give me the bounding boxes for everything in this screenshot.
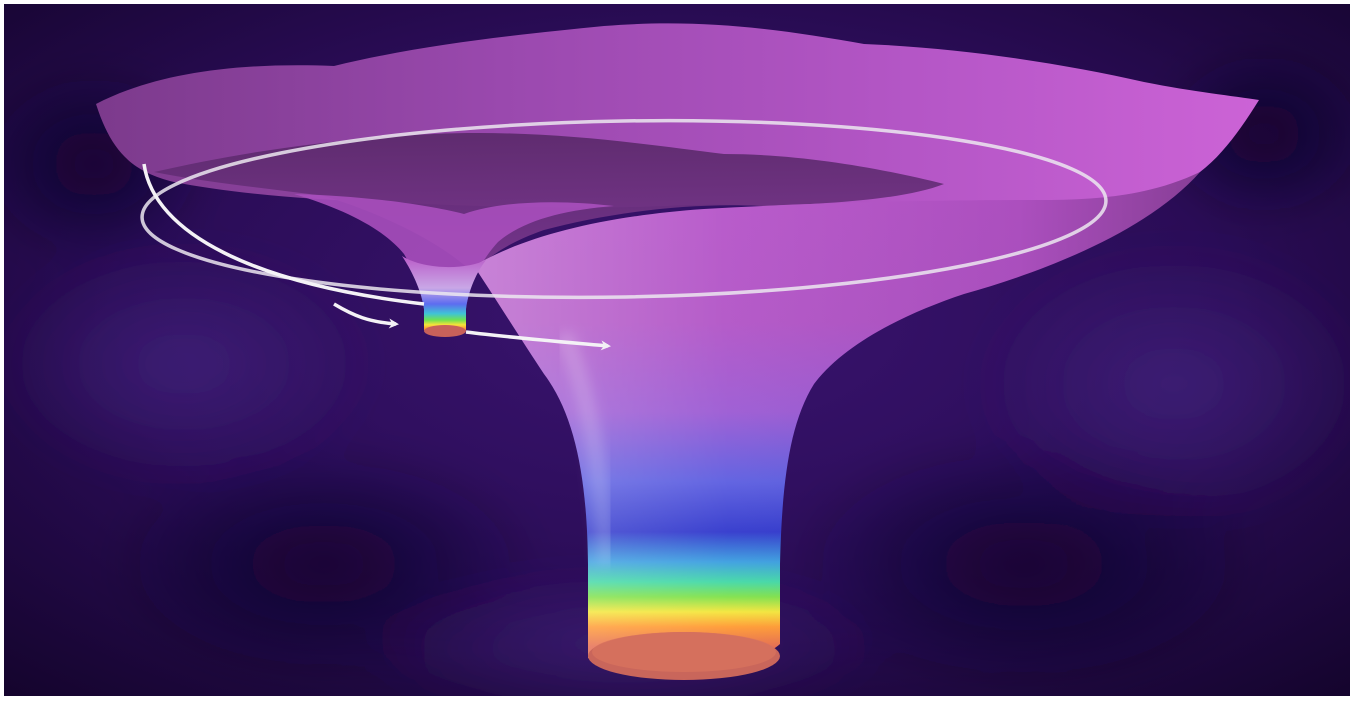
orbit-path-back xyxy=(140,118,1108,300)
orbit-path-front-left xyxy=(142,163,425,306)
orbit-arrow-icon xyxy=(333,302,399,329)
small-dimple-sheet xyxy=(294,194,614,309)
small-well-bottom xyxy=(424,325,466,337)
spacetime-svg xyxy=(4,4,1350,696)
small-gravity-well xyxy=(402,256,486,336)
spacetime-illustration xyxy=(4,4,1350,696)
orbit-arrow-icon xyxy=(465,330,611,351)
funnel-highlight xyxy=(555,330,615,565)
